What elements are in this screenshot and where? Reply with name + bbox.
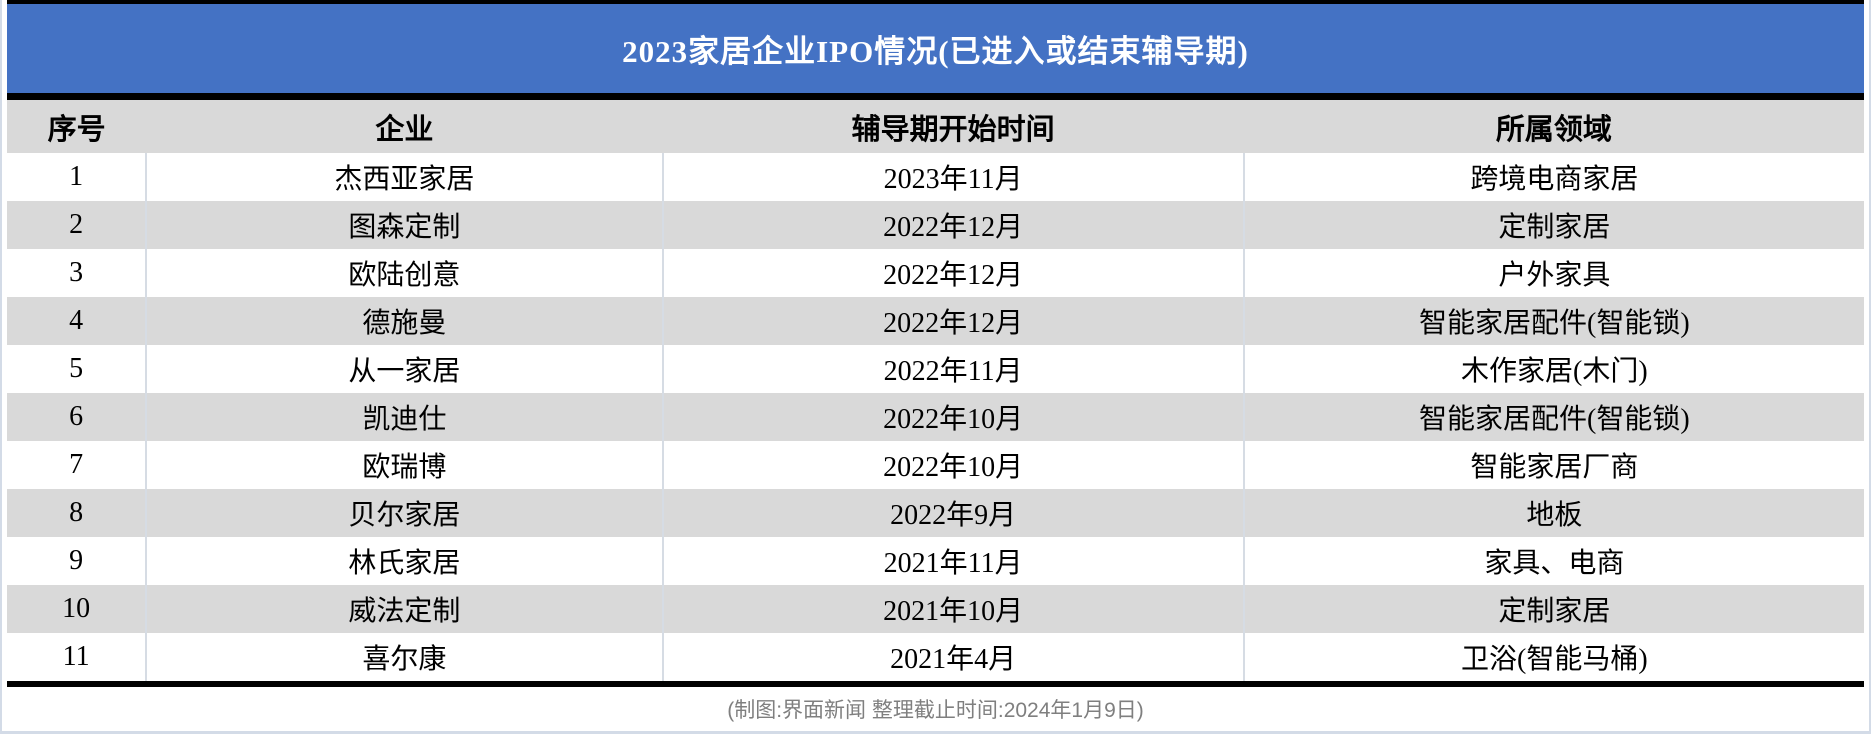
table-row: 11 喜尔康 2021年4月 卫浴(智能马桶) [7,633,1864,681]
footer: (制图:界面新闻 整理截止时间:2024年1月9日) [7,687,1864,731]
cell-sector: 智能家居厂商 [1242,441,1864,489]
col-header-index: 序号 [7,100,147,153]
cell-start-date: 2022年12月 [661,297,1244,345]
table-row: 8 贝尔家居 2022年9月 地板 [7,489,1864,537]
cell-start-date: 2022年11月 [661,345,1244,393]
cell-sector: 木作家居(木门) [1242,345,1864,393]
cell-company: 威法定制 [145,585,663,633]
cell-sector: 家具、电商 [1242,537,1864,585]
cell-company: 欧陆创意 [145,249,663,297]
cell-company: 欧瑞博 [145,441,663,489]
cell-index: 11 [62,641,90,672]
cell-company: 德施曼 [145,297,663,345]
cell-start-date: 2021年4月 [661,633,1244,681]
cell-sector: 定制家居 [1242,201,1864,249]
title-bar: 2023家居企业IPO情况(已进入或结束辅导期) [7,4,1864,93]
table-row: 5 从一家居 2022年11月 木作家居(木门) [7,345,1864,393]
cell-sector: 户外家具 [1242,249,1864,297]
table-row: 4 德施曼 2022年12月 智能家居配件(智能锁) [7,297,1864,345]
cell-company: 林氏家居 [145,537,663,585]
cell-sector: 地板 [1242,489,1864,537]
cell-start-date: 2022年10月 [661,441,1244,489]
cell-start-date: 2022年9月 [661,489,1244,537]
table-row: 1 杰西亚家居 2023年11月 跨境电商家居 [7,153,1864,201]
cell-index: 1 [69,161,84,192]
table-row: 10 威法定制 2021年10月 定制家居 [7,585,1864,633]
page-title: 2023家居企业IPO情况(已进入或结束辅导期) [622,34,1249,69]
ipo-table: 序号 企业 辅导期开始时间 所属领域 1 杰西亚家居 2023年11月 跨境电商家居 2… [7,100,1864,681]
cell-start-date: 2022年10月 [661,393,1244,441]
bottom-border [7,681,1864,687]
cell-company: 凯迪仕 [145,393,663,441]
title-divider [7,93,1864,100]
col-header-start-date: 辅导期开始时间 [662,100,1244,153]
cell-start-date: 2022年12月 [661,201,1244,249]
cell-sector: 智能家居配件(智能锁) [1242,297,1864,345]
cell-index: 6 [69,401,84,432]
cell-index: 8 [69,497,84,528]
table-row: 7 欧瑞博 2022年10月 智能家居厂商 [7,441,1864,489]
cell-sector: 定制家居 [1242,585,1864,633]
cell-index: 4 [69,305,84,336]
table-row: 6 凯迪仕 2022年10月 智能家居配件(智能锁) [7,393,1864,441]
cell-sector: 卫浴(智能马桶) [1242,633,1864,681]
table-wrap: 2023家居企业IPO情况(已进入或结束辅导期) 序号 企业 辅导期开始时间 所… [7,0,1864,731]
cell-index: 3 [69,257,84,288]
cell-company: 喜尔康 [145,633,663,681]
cell-company: 贝尔家居 [145,489,663,537]
col-header-company: 企业 [146,100,663,153]
cell-index: 10 [62,593,91,624]
col-header-sector: 所属领域 [1243,100,1864,153]
cell-start-date: 2021年10月 [661,585,1244,633]
table-body: 1 杰西亚家居 2023年11月 跨境电商家居 2 图森定制 2022年12月 定制家居 3 欧陆… [7,153,1864,681]
cell-company: 杰西亚家居 [145,153,663,201]
cell-index: 2 [69,209,84,240]
header-row: 序号 企业 辅导期开始时间 所属领域 [7,100,1864,153]
cell-index: 7 [69,449,84,480]
footer-credit: (制图:界面新闻 整理截止时间:2024年1月9日) [727,699,1144,722]
cell-start-date: 2021年11月 [661,537,1244,585]
cell-start-date: 2022年12月 [661,249,1244,297]
table-row: 3 欧陆创意 2022年12月 户外家具 [7,249,1864,297]
cell-index: 5 [69,353,84,384]
cell-index: 9 [69,545,84,576]
cell-start-date: 2023年11月 [661,153,1244,201]
table-row: 9 林氏家居 2021年11月 家具、电商 [7,537,1864,585]
cell-sector: 智能家居配件(智能锁) [1242,393,1864,441]
cell-sector: 跨境电商家居 [1242,153,1864,201]
cell-company: 图森定制 [145,201,663,249]
cell-company: 从一家居 [145,345,663,393]
table-row: 2 图森定制 2022年12月 定制家居 [7,201,1864,249]
